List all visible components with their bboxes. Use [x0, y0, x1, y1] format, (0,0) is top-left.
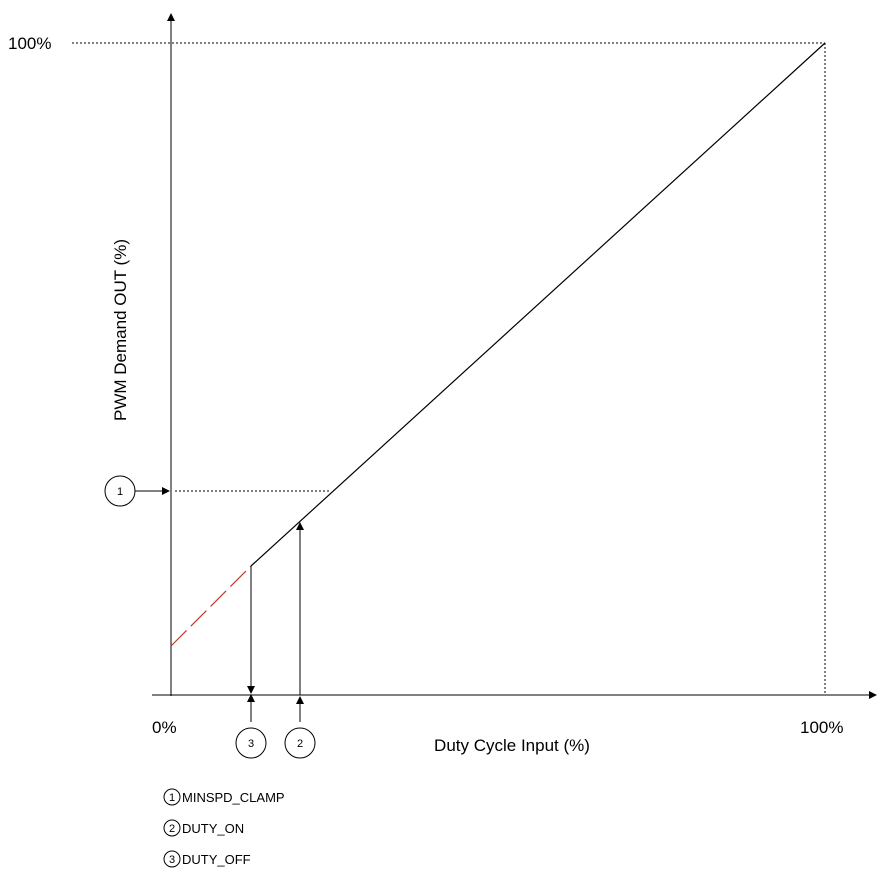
duty-off-marker-number: 3: [248, 738, 254, 750]
legend-label: DUTY_OFF: [182, 852, 251, 867]
legend: 1 MINSPD_CLAMP 2 DUTY_ON 3 DUTY_OFF: [163, 788, 285, 868]
extrapolated-segment: [170, 565, 252, 647]
duty-on-marker-number: 2: [297, 738, 303, 750]
x-min-label: 0%: [152, 718, 177, 737]
legend-label: DUTY_ON: [182, 821, 244, 836]
legend-number: 2: [169, 823, 175, 835]
legend-number: 3: [169, 854, 175, 866]
y-max-label: 100%: [8, 34, 51, 53]
x-axis-title: Duty Cycle Input (%): [434, 736, 590, 755]
minspd-marker: 1: [104, 475, 136, 507]
legend-item-minspd-clamp: 1 MINSPD_CLAMP: [163, 788, 285, 806]
y-axis-title: PWM Demand OUT (%): [111, 239, 130, 421]
transfer-line: [250, 42, 826, 567]
x-max-label: 100%: [800, 718, 843, 737]
legend-item-duty-on: 2 DUTY_ON: [163, 819, 244, 837]
duty-off-marker: 3: [235, 727, 267, 759]
minspd-marker-number: 1: [117, 486, 123, 498]
legend-number: 1: [169, 792, 175, 804]
legend-item-duty-off: 3 DUTY_OFF: [163, 850, 251, 868]
duty-on-marker: 2: [284, 727, 316, 759]
legend-label: MINSPD_CLAMP: [182, 790, 285, 805]
